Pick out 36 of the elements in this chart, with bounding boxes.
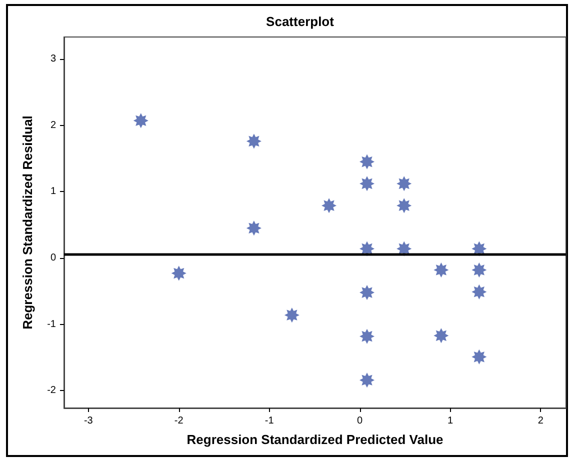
point [396,241,412,256]
point [434,262,449,278]
point [472,262,487,278]
point [434,328,449,344]
point [472,241,487,256]
x-axis-title: Regression Standardized Predicted Value [186,432,444,447]
point [396,198,412,214]
x-tick-label: 1 [447,416,454,426]
point [360,328,375,344]
point [360,372,375,388]
point [396,176,412,192]
point [171,266,186,281]
y-axis-title: Regression Standardized Residual [20,116,35,330]
x-tick-label: -2 [174,416,184,426]
point [133,113,148,128]
point [472,349,487,364]
y-tick-label: 3 [50,53,56,64]
x-tick-label: -3 [84,416,94,426]
point [246,220,262,236]
y-tick-label: -2 [47,385,56,396]
y-tick-label: 0 [50,252,56,264]
point [246,134,262,149]
point [472,284,487,300]
point [360,176,375,192]
point [360,154,375,170]
y-tick-label: 1 [50,186,56,198]
x-tick-label: 0 [356,416,363,426]
x-tick-label: -1 [264,416,274,426]
point [284,308,300,323]
y-tick-label: -1 [47,318,56,330]
chart-title: Scatterplot [266,14,335,29]
x-tick-label: 2 [538,416,544,426]
point [360,285,375,300]
point [360,241,375,256]
point [322,198,337,214]
y-tick-label: 2 [50,120,56,131]
